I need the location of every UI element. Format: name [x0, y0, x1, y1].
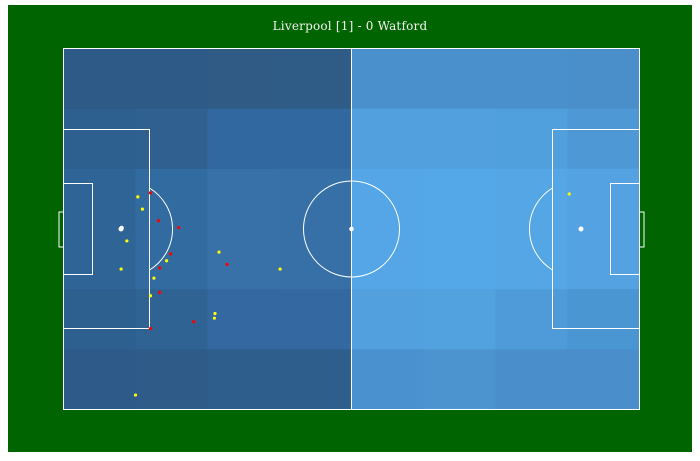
pitch-zone — [63, 48, 136, 110]
pitch-zone — [207, 229, 280, 290]
pitch-zone — [135, 108, 208, 170]
shot-marker-on-target — [119, 267, 123, 271]
shot-marker-on-target — [278, 267, 282, 271]
shot-marker-on-target — [152, 276, 156, 280]
shot-marker-on-target — [567, 192, 571, 196]
pitch-zone — [351, 168, 424, 230]
pitch-zone — [63, 349, 136, 410]
shot-marker-off-target — [158, 266, 162, 270]
pitch-zone — [207, 48, 280, 110]
shot-marker-off-target — [158, 290, 162, 295]
pitch-zone — [351, 108, 424, 170]
shot-marker-off-target — [148, 327, 153, 331]
shot-marker-on-target — [125, 239, 129, 243]
pitch-zone — [63, 168, 136, 230]
pitch-zone — [279, 48, 352, 110]
pitch-zone — [351, 289, 424, 350]
centre-spot — [349, 226, 354, 232]
right-penalty-arc — [528, 187, 553, 271]
shot-markers — [119, 191, 571, 397]
pitch-zone — [567, 168, 640, 230]
shot-marker-on-target — [140, 207, 145, 211]
centre-circle — [303, 180, 400, 278]
pitch-zone — [279, 229, 352, 290]
shot-marker-on-target — [133, 393, 138, 397]
pitch-zone — [495, 289, 568, 350]
pitch-zone — [207, 168, 280, 230]
pitch-zone — [63, 289, 136, 350]
pitch-zone — [63, 229, 136, 290]
pitch-zone — [495, 168, 568, 230]
pitch-zone — [135, 48, 208, 110]
match-graphic: Liverpool [1] - 0 Watford — [8, 5, 692, 452]
pitch-zone — [207, 108, 280, 170]
pitch-zone — [495, 349, 568, 410]
pitch-lines — [58, 48, 645, 410]
pitch-zone — [567, 349, 640, 410]
shot-marker-on-target — [136, 195, 140, 199]
shot-marker-off-target — [148, 191, 153, 195]
pitch-zone — [423, 349, 496, 410]
shot-marker-off-target — [225, 262, 229, 266]
pitch-zone — [495, 48, 568, 110]
pitch-zone — [279, 168, 352, 230]
shot-marker-on-target — [217, 250, 221, 254]
pitch-zone — [423, 48, 496, 110]
left-goal — [58, 211, 64, 248]
pitch-zone — [495, 108, 568, 170]
pitch-svg — [58, 48, 645, 410]
shot-marker-on-target — [148, 294, 153, 298]
pitch-zone — [567, 229, 640, 290]
left-penalty-arc — [149, 187, 174, 271]
pitch-zone — [207, 289, 280, 350]
right-goal — [639, 211, 645, 248]
pitch-zone — [63, 108, 136, 170]
pitch-zone — [495, 229, 568, 290]
pitch-zone — [279, 289, 352, 350]
pitch-zones — [63, 48, 640, 410]
pitch-zone — [567, 289, 640, 350]
shot-marker-on-target — [213, 311, 217, 316]
shot-marker-goal — [119, 225, 124, 231]
pitch-zone — [423, 168, 496, 230]
pitch-zone — [423, 108, 496, 170]
pitch-zone — [279, 108, 352, 170]
pitch-zone — [351, 349, 424, 410]
pitch-zone — [567, 108, 640, 170]
pitch-zone — [207, 349, 280, 410]
pitch-zone — [423, 289, 496, 350]
match-title: Liverpool [1] - 0 Watford — [272, 19, 428, 33]
pitch-zone — [351, 48, 424, 110]
right-penalty-spot — [578, 226, 584, 232]
shot-marker-on-target — [165, 259, 169, 263]
shot-marker-off-target — [156, 219, 161, 223]
pitch-zone — [135, 349, 208, 410]
pitch-zone — [135, 289, 208, 350]
pitch-zone — [279, 349, 352, 410]
shot-marker-off-target — [169, 252, 173, 256]
shot-marker-off-target — [192, 320, 196, 324]
shot-marker-off-target — [177, 225, 181, 230]
pitch-zone — [351, 229, 424, 290]
pitch-zone — [567, 48, 640, 110]
pitch-zone — [423, 229, 496, 290]
shot-marker-on-target — [212, 316, 217, 320]
